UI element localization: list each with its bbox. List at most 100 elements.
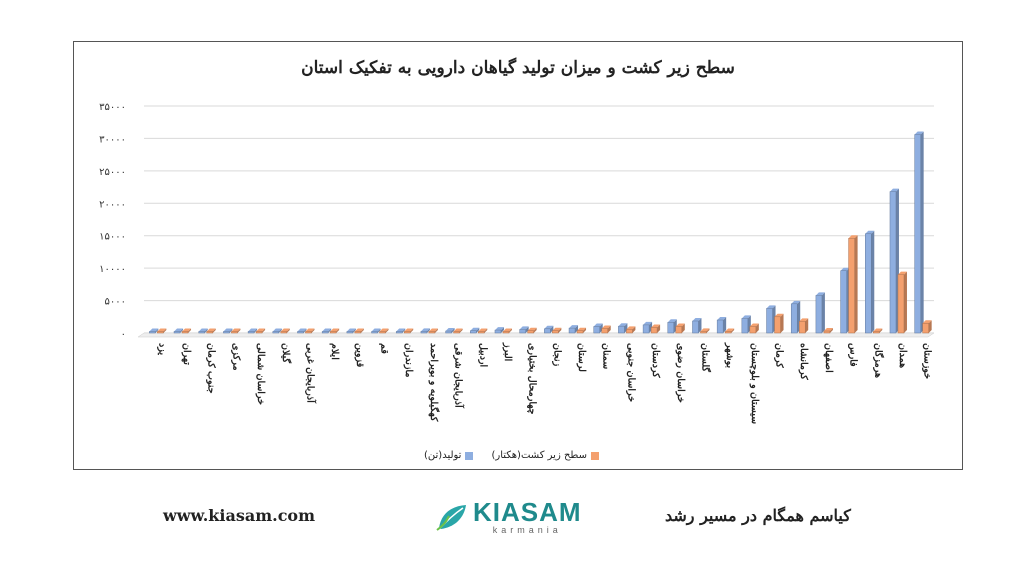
bar-top (848, 235, 858, 239)
bar-side (385, 328, 389, 333)
bar-side (731, 328, 735, 333)
bar-area (181, 331, 189, 334)
bar-side (360, 328, 364, 333)
bar-top (922, 320, 932, 324)
legend-swatch-area (591, 451, 599, 460)
bar-area (527, 330, 534, 334)
bar-area (502, 331, 510, 334)
bar-top (305, 328, 315, 332)
bar-production (395, 331, 403, 334)
bar-production (173, 331, 181, 334)
bar-production (321, 331, 329, 334)
bar-top (371, 328, 381, 332)
bar-top (420, 328, 430, 332)
bar-side (212, 328, 216, 333)
bar-side (607, 325, 611, 333)
bar-side (286, 328, 290, 333)
bar-production (297, 331, 304, 334)
bar-side (180, 328, 184, 333)
bar-production (519, 329, 526, 334)
bar-top (297, 328, 307, 332)
bar-area (453, 331, 460, 334)
bar-top (149, 328, 159, 332)
bar-production (568, 327, 576, 334)
x-tick-label: خراسان شمالی (255, 343, 266, 405)
bar-area (255, 331, 263, 334)
bar-area (552, 330, 559, 334)
bar-top (519, 326, 529, 330)
bar-top (651, 324, 661, 328)
x-tick-label: لرستان (576, 343, 587, 372)
bar-area (873, 331, 880, 334)
bar-area (650, 327, 658, 334)
bar-top (725, 328, 735, 332)
x-tick-label: آذربایجان غربی (304, 343, 317, 404)
bar-production (593, 326, 600, 334)
website-url: www.kiasam.com (163, 506, 316, 525)
bar-area (403, 331, 411, 334)
bar-production (272, 331, 280, 334)
y-tick-label: ۵۰۰۰ (105, 297, 126, 308)
bar-production (914, 134, 921, 334)
bar-production (223, 331, 230, 334)
bar-production (840, 270, 847, 334)
bar-production (889, 191, 897, 334)
bar-top (404, 328, 414, 332)
bar-top (618, 323, 628, 327)
bar-production (445, 330, 452, 334)
bar-side (377, 328, 381, 333)
bar-top (749, 323, 759, 327)
bar-top (577, 327, 587, 331)
bar-top (873, 328, 883, 332)
x-tick-label: مازندران (403, 343, 414, 377)
bar-top (717, 317, 727, 321)
bar-area (478, 331, 485, 334)
bar-top (379, 328, 389, 332)
y-tick-label: ۱۵۰۰۰ (99, 232, 126, 243)
bar-production (667, 322, 675, 334)
x-tick-label: گلستان (699, 343, 712, 372)
chart-frame: سطح زیر کشت و میزان تولید گیاهان دارویی … (73, 41, 963, 470)
bar-side (920, 131, 924, 333)
bar-side (755, 323, 759, 333)
bar-top (396, 328, 406, 332)
x-tick-label: کرمانشاه (798, 343, 809, 380)
bar-production (470, 330, 477, 334)
bar-top (428, 328, 438, 332)
bar-area (700, 331, 707, 334)
bar-side (706, 328, 710, 333)
bar-production (741, 318, 749, 334)
bar-top (774, 313, 784, 317)
x-tick-label: همدان (897, 343, 908, 368)
bar-area (823, 330, 831, 334)
x-tick-label: فارس (848, 343, 859, 367)
bar-top (865, 230, 875, 234)
bar-top (569, 325, 579, 329)
bar-top (889, 188, 899, 192)
logo-subtitle: karmania (492, 525, 562, 535)
bar-side (575, 325, 579, 333)
bar-side (434, 328, 438, 333)
bar-area (280, 331, 288, 334)
bar-side (657, 324, 661, 333)
bar-area (675, 326, 683, 334)
x-tick-label: آذربایجان شرقی (453, 343, 466, 409)
x-tick-label: چهارمحال بختیاری (527, 343, 538, 415)
bar-top (799, 318, 809, 322)
bar-top (198, 328, 208, 332)
bar-production (544, 328, 551, 334)
bar-area (231, 331, 238, 334)
bar-side (632, 326, 636, 333)
bar-top (766, 305, 776, 309)
x-tick-label: اردبیل (477, 343, 488, 368)
bar-side (508, 328, 512, 333)
bar-top (478, 328, 488, 332)
bar-production (815, 295, 823, 334)
bar-top (741, 315, 751, 319)
y-tick-label: ۳۰۰۰۰ (99, 134, 126, 145)
bar-area (329, 331, 337, 334)
bar-side (336, 328, 340, 333)
bar-top (330, 328, 340, 332)
bar-area (379, 331, 386, 334)
bar-top (675, 323, 685, 327)
